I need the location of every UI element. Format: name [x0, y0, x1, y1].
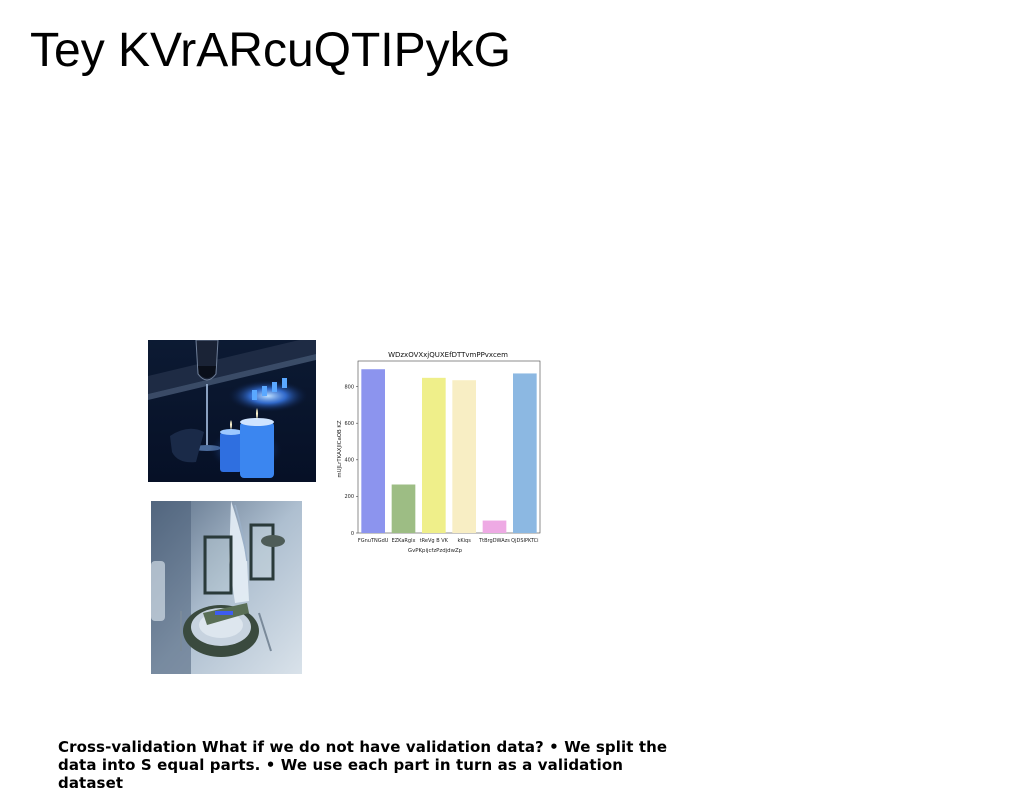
slide-caption: Cross-validation What if we do not have …: [58, 738, 668, 792]
chart-x-tick-label: tReVg B VK: [420, 538, 449, 544]
chart-x-tick-label: EZKaRglx: [392, 538, 416, 544]
chart-y-tick-label: 800: [344, 384, 354, 390]
chart-y-tick-label: 200: [344, 494, 354, 500]
chart-bars: [361, 369, 537, 533]
chart-bar: [482, 520, 507, 533]
chart-x-tick-label: kKiqs: [457, 538, 471, 544]
table-setting-photo: [151, 501, 302, 674]
chart-axes: [357, 360, 541, 534]
chart-bar: [422, 377, 446, 533]
chart-bar: [361, 369, 385, 533]
chart-y-axis-label: mUJLrTKAXJICaOB KZ: [337, 420, 343, 478]
chart-title: WDzxOVXxjQUXEfDTTvmPPvxcem: [388, 351, 508, 359]
chart-bar: [513, 373, 537, 533]
candles-photo: [148, 340, 316, 482]
chart-bar: [391, 484, 416, 533]
chart-y-ticks: 0 200 400 600 800: [344, 384, 358, 537]
chart-x-tick-label: TtBrgDWAzs: [478, 538, 510, 544]
chart-y-tick-label: 0: [351, 531, 354, 537]
slide-title: Tey KVrARcuQTIPykG: [30, 24, 511, 77]
chart-bar: [452, 380, 476, 533]
chart-x-ticks: FGnuTNGdU EZKaRglx tReVg B VK kKiqs TtBrgDWA…: [358, 538, 539, 544]
chart-y-tick-label: 400: [344, 458, 354, 464]
chart-y-tick-label: 600: [344, 421, 354, 427]
chart-x-tick-label: QjDSIPKTCi: [511, 538, 538, 544]
chart-frame: [357, 360, 541, 534]
chart-x-tick-label: FGnuTNGdU: [358, 538, 389, 544]
chart-x-axis-label: GvPKpijcfzPzdjdwZp: [408, 548, 463, 554]
bar-chart: WDzxOVXxjQUXEfDTTvmPPvxcem 0 200 400 600 800…: [336, 344, 546, 556]
